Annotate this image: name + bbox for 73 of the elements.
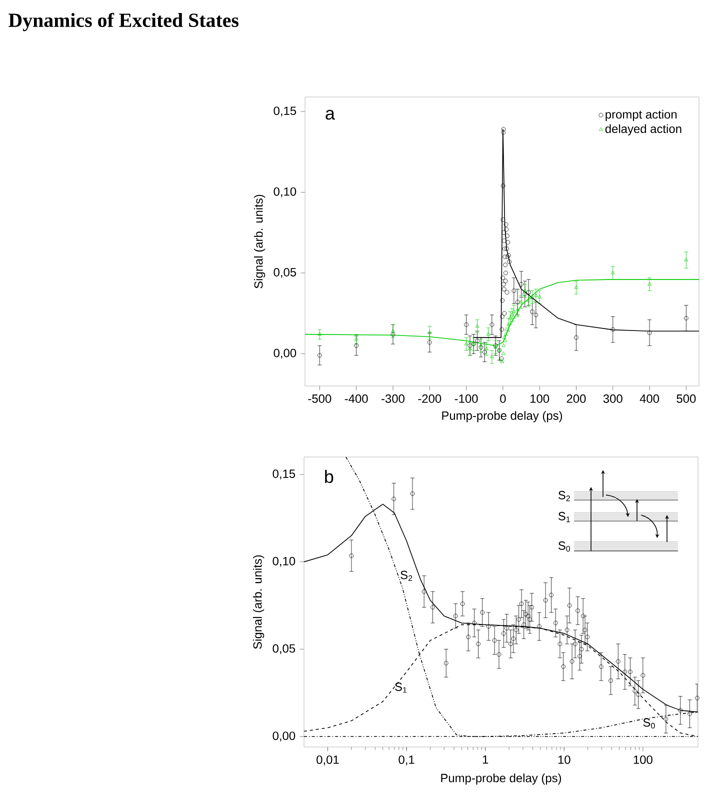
point <box>500 218 506 222</box>
x-tick-label: 100 <box>530 394 550 403</box>
point <box>502 246 507 251</box>
x-tick-label: 200 <box>566 394 586 403</box>
point <box>506 240 510 244</box>
point <box>500 360 504 363</box>
series-label: S$_{1}$ <box>395 682 407 693</box>
y-tick-label: 0,15 <box>274 106 296 116</box>
point <box>500 276 505 280</box>
x-tick-label: 0 <box>500 394 506 403</box>
y-tick-label: 0,10 <box>272 556 296 567</box>
point <box>500 327 504 332</box>
x-tick-label: -100 <box>454 394 478 403</box>
point <box>502 311 507 316</box>
point <box>501 352 506 355</box>
x-tick-label: 400 <box>640 394 660 403</box>
point <box>503 270 508 276</box>
series-label: S$_{0}$ <box>643 718 655 729</box>
point <box>504 246 509 251</box>
point <box>504 234 510 238</box>
annotation: S$_{2}$ <box>558 490 570 502</box>
legend-label: prompt action <box>606 110 677 121</box>
point <box>503 278 508 284</box>
point <box>501 130 506 135</box>
point <box>502 335 506 339</box>
point <box>505 254 510 260</box>
annotation: S$_{0}$ <box>558 541 570 552</box>
x-tick-label: 100 <box>634 755 652 764</box>
x-axis-title: Pump-probe delay (ps) <box>442 411 562 422</box>
x-tick-label: -200 <box>418 394 442 403</box>
text: Dynamics of Excited States <box>8 12 238 32</box>
point <box>318 332 322 336</box>
annotation: S$_{1}$ <box>558 512 570 522</box>
y-tick-label: 0,10 <box>274 187 296 198</box>
y-axis-title: Signal (arb. units) <box>252 555 264 649</box>
point <box>501 282 506 286</box>
point <box>503 262 508 268</box>
point <box>502 343 506 347</box>
point <box>502 238 506 243</box>
point <box>502 286 506 292</box>
x-tick-label: 300 <box>603 394 622 403</box>
x-tick-label: -400 <box>344 394 368 403</box>
y-tick-label: 0,05 <box>274 268 296 278</box>
annotation: b <box>325 470 334 484</box>
x-tick-label: -500 <box>308 394 332 403</box>
point <box>504 227 509 232</box>
annotation: a <box>326 110 335 120</box>
point <box>503 338 508 342</box>
legend-label: delayed action <box>605 124 682 136</box>
x-tick-label: 10 <box>558 755 570 764</box>
point <box>500 314 504 319</box>
y-tick-label: 0,05 <box>272 644 296 654</box>
point <box>507 259 512 264</box>
x-tick-label: 0,1 <box>398 755 414 766</box>
point <box>500 298 505 303</box>
series-label: S$_{2}$ <box>400 570 412 581</box>
y-tick-label: 0,00 <box>272 732 296 742</box>
point <box>504 290 510 295</box>
y-tick-label: 0,00 <box>274 348 296 359</box>
y-tick-label: 0,15 <box>272 470 296 480</box>
point <box>502 254 508 260</box>
point <box>504 332 508 336</box>
x-tick-label: 0,01 <box>316 755 339 766</box>
point <box>502 230 506 235</box>
x-tick-label: 500 <box>676 394 696 403</box>
point <box>501 127 506 132</box>
y-axis-title: Signal (arb. units) <box>254 194 266 288</box>
x-tick-label: -300 <box>382 394 404 403</box>
point <box>500 184 506 188</box>
x-axis-title: Pump-probe delay (ps) <box>441 773 562 785</box>
point <box>504 222 508 227</box>
point <box>506 253 511 258</box>
x-tick-label: 1 <box>482 755 488 764</box>
